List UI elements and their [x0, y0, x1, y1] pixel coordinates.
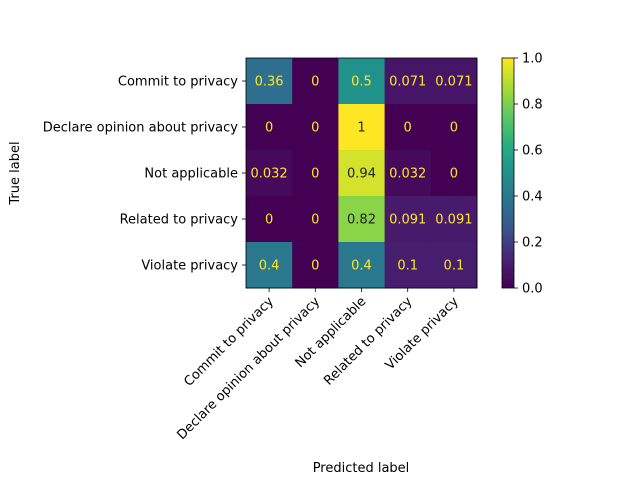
cell-value-label: 0.36	[255, 75, 284, 90]
x-axis-label: Predicted label	[313, 461, 410, 476]
cell-value-label: 0	[265, 213, 273, 228]
heatmap-cell	[384, 58, 432, 105]
heatmap-cell	[292, 150, 339, 197]
colorbar-tick-label: 0.2	[522, 236, 543, 251]
cell-value-label: 0.94	[347, 167, 376, 182]
colorbar-tick-label: 0.0	[522, 282, 543, 297]
heatmap-cell	[384, 104, 432, 151]
heatmap-cell	[246, 150, 293, 197]
x-tick-label: Commit to privacy	[181, 294, 277, 390]
cell-value-label: 0.091	[389, 213, 426, 228]
heatmap-cell	[430, 58, 478, 105]
heatmap-cell	[292, 58, 339, 105]
cell-value-label: 0.4	[351, 259, 372, 274]
cell-value-label: 0	[450, 121, 458, 136]
colorbar-ticks: 0.0 0.2 0.4 0.6 0.8 1.0	[514, 52, 543, 297]
heatmap-cell	[246, 104, 293, 151]
heatmap-cell	[384, 196, 432, 243]
colorbar-tick-label: 0.4	[522, 190, 543, 205]
cell-value-label: 0.5	[351, 75, 372, 90]
y-axis-label: True label	[8, 141, 23, 205]
cell-value-label: 0.82	[347, 213, 376, 228]
heatmap-cell	[338, 196, 386, 243]
heatmap-cell	[384, 150, 432, 197]
cell-value-label: 0.1	[444, 259, 465, 274]
heatmap-cell	[430, 150, 478, 197]
y-tick-label: Related to privacy	[120, 213, 239, 228]
cell-value-label: 0	[311, 75, 319, 90]
colorbar-tick-label: 0.6	[522, 144, 543, 159]
cell-value-label: 0	[311, 167, 319, 182]
cell-value-label: 0.091	[435, 213, 472, 228]
cell-value-label: 0	[311, 259, 319, 274]
colorbar-tick-label: 0.8	[522, 98, 543, 113]
y-tick-label: Not applicable	[144, 167, 238, 182]
heatmap-cell	[292, 196, 339, 243]
y-tick-label: Commit to privacy	[118, 75, 238, 90]
colorbar-tick-label: 1.0	[522, 52, 543, 67]
heatmap-cell	[384, 242, 432, 289]
colorbar	[501, 57, 515, 289]
cell-value-label: 0	[265, 121, 273, 136]
cell-value-label: 0.032	[250, 167, 287, 182]
y-axis-ticks: Commit to privacy Declare opinion about p…	[43, 75, 246, 274]
heatmap-cell	[246, 242, 293, 289]
heatmap-cell	[338, 58, 386, 105]
cell-value-label: 0.4	[259, 259, 280, 274]
heatmap-cell	[430, 196, 478, 243]
cell-value-label: 0	[311, 121, 319, 136]
heatmap-cell	[338, 242, 386, 289]
cell-value-label: 0	[311, 213, 319, 228]
cell-value-label: 0	[450, 167, 458, 182]
y-tick-label: Violate privacy	[141, 259, 238, 274]
cell-value-label: 0.1	[397, 259, 418, 274]
heatmap-cells	[246, 58, 478, 289]
heatmap-cell	[246, 196, 293, 243]
cell-value-label: 1	[357, 121, 365, 136]
cell-value-label: 0.071	[389, 75, 426, 90]
heatmap-cell	[430, 242, 478, 289]
heatmap-cell	[292, 104, 339, 151]
heatmap-cell	[430, 104, 478, 151]
heatmap-cell	[338, 104, 386, 151]
heatmap-cell	[338, 150, 386, 197]
cell-value-label: 0	[404, 121, 412, 136]
heatmap-cell	[292, 242, 339, 289]
heatmap-cell	[246, 58, 293, 105]
cell-value-label: 0.071	[435, 75, 472, 90]
y-tick-label: Declare opinion about privacy	[43, 121, 239, 136]
heatmap-cell-labels: 0.36 0 0.5 0.071 0.071 0 0 1 0 0 0.032 0 0.94 0.032 0 0…	[250, 75, 472, 274]
x-tick-label: Related to privacy	[321, 294, 416, 389]
cell-value-label: 0.032	[389, 167, 426, 182]
